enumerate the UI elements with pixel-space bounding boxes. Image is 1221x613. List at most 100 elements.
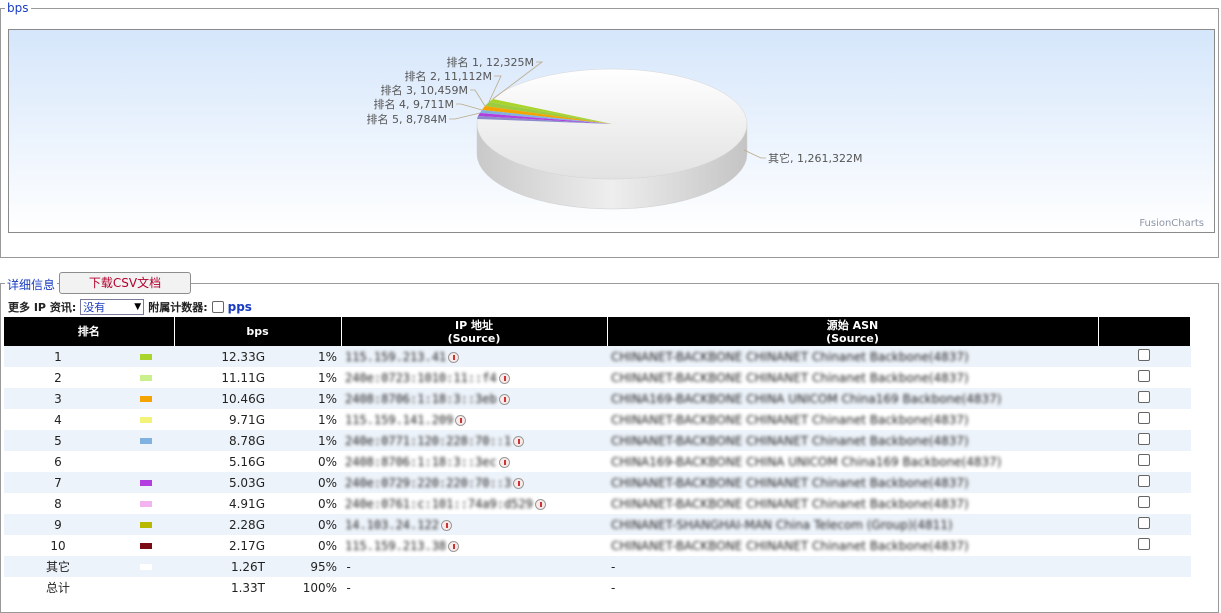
ip-address-link[interactable]: 240e:0729:220:220:70::3 xyxy=(345,475,512,490)
bps-value: 11.11G xyxy=(174,367,269,388)
rank-cell: 8 xyxy=(4,493,112,514)
row-checkbox[interactable] xyxy=(1138,496,1151,508)
pie-connectors xyxy=(449,61,766,159)
rank-cell: 4 xyxy=(4,409,112,430)
pie-label-4: 排名 4, 9,711M xyxy=(374,97,454,111)
select-cell xyxy=(1098,556,1191,577)
ip-address-link[interactable]: 14.103.24.122 xyxy=(345,517,439,532)
row-checkbox[interactable] xyxy=(1138,517,1151,529)
asn-cell: CHINANET-BACKBONE CHINANET Chinanet Back… xyxy=(607,493,1098,514)
info-pin-icon[interactable] xyxy=(513,435,525,447)
bps-percent: 0% xyxy=(269,493,341,514)
header-asn[interactable]: 源始 ASN (Source) xyxy=(607,317,1099,346)
swatch-cell xyxy=(112,535,174,556)
bps-percent: 1% xyxy=(269,430,341,451)
bps-value: 9.71G xyxy=(174,409,269,430)
color-swatch xyxy=(140,354,152,360)
bps-percent: 1% xyxy=(269,409,341,430)
info-pin-icon[interactable] xyxy=(440,519,452,531)
info-pin-icon[interactable] xyxy=(448,351,460,363)
pie-slice-rank-5[interactable] xyxy=(478,113,612,124)
more-ip-select[interactable]: 没有 ▼ xyxy=(80,299,145,315)
pie-label-other: 其它, 1,261,322M xyxy=(768,151,862,165)
select-cell xyxy=(1098,514,1191,535)
bps-value: 5.03G xyxy=(174,472,269,493)
bps-value: 1.33T xyxy=(174,577,269,598)
header-asn-line2: (Source) xyxy=(826,331,879,345)
header-select xyxy=(1098,317,1191,346)
select-cell xyxy=(1098,451,1191,472)
swatch-cell xyxy=(112,367,174,388)
color-swatch xyxy=(140,543,152,549)
header-asn-line1: 源始 ASN xyxy=(826,318,879,332)
rank-cell: 10 xyxy=(4,535,112,556)
asn-text: CHINA169-BACKBONE CHINA UNICOM China169 … xyxy=(611,454,1002,469)
pie-slice-rank-3[interactable] xyxy=(482,106,612,124)
rank-cell: 总计 xyxy=(4,577,112,598)
color-swatch xyxy=(140,564,152,570)
info-pin-icon[interactable] xyxy=(448,540,460,552)
asn-text: CHINA169-BACKBONE CHINA UNICOM China169 … xyxy=(611,391,1002,406)
total-row: 总计 1.33T 100% - - xyxy=(4,577,1191,598)
row-checkbox[interactable] xyxy=(1138,475,1151,487)
table-row: 9 2.28G 0% 14.103.24.122 CHINANET-SHANGHAI-M… xyxy=(4,514,1191,535)
ip-cell: 240e:0761:c:101::74a9:d529 xyxy=(341,493,607,514)
info-pin-icon[interactable] xyxy=(534,498,546,510)
swatch-cell xyxy=(112,514,174,535)
asn-cell: CHINA169-BACKBONE CHINA UNICOM China169 … xyxy=(607,451,1098,472)
header-ip[interactable]: IP 地址 (Source) xyxy=(341,317,608,346)
asn-text: CHINANET-BACKBONE CHINANET Chinanet Back… xyxy=(611,475,969,490)
pie-slice-rank-1[interactable] xyxy=(489,99,612,124)
bps-percent: 95% xyxy=(269,556,341,577)
asn-cell: CHINA169-BACKBONE CHINA UNICOM China169 … xyxy=(607,388,1098,409)
ip-cell: 115.159.213.38 xyxy=(341,535,607,556)
select-cell xyxy=(1098,535,1191,556)
ip-address-link[interactable]: 240e:0761:c:101::74a9:d529 xyxy=(345,496,533,511)
color-swatch xyxy=(140,501,152,507)
swatch-cell xyxy=(112,493,174,514)
row-checkbox[interactable] xyxy=(1138,454,1151,466)
swatch-cell xyxy=(112,472,174,493)
pie-slice-rank-2[interactable] xyxy=(485,102,612,124)
row-checkbox[interactable] xyxy=(1138,538,1151,550)
row-checkbox[interactable] xyxy=(1138,433,1151,445)
info-pin-icon[interactable] xyxy=(513,477,525,489)
table-body: 1 12.33G 1% 115.159.213.41 CHINANET-BACKBONE… xyxy=(4,346,1191,598)
asn-text: CHINANET-BACKBONE CHINANET Chinanet Back… xyxy=(611,370,969,385)
ip-address-link[interactable]: 240e:0723:1010:11::f4 xyxy=(345,370,497,385)
pie-slice-small[interactable] xyxy=(477,116,612,124)
bps-value: 1.26T xyxy=(174,556,269,577)
info-pin-icon[interactable] xyxy=(498,456,510,468)
asn-cell: CHINANET-BACKBONE CHINANET Chinanet Back… xyxy=(607,430,1098,451)
asn-text: CHINANET-SHANGHAI-MAN China Telecom (Gro… xyxy=(611,517,953,532)
ip-cell: - xyxy=(341,577,607,598)
row-checkbox[interactable] xyxy=(1138,349,1151,361)
header-rank[interactable]: 排名 xyxy=(4,317,175,346)
header-bps[interactable]: bps xyxy=(174,317,342,346)
table-row: 8 4.91G 0% 240e:0761:c:101::74a9:d529 CHINAN… xyxy=(4,493,1191,514)
bps-legend: bps xyxy=(5,1,31,15)
row-checkbox[interactable] xyxy=(1138,370,1151,382)
select-cell xyxy=(1098,388,1191,409)
row-checkbox[interactable] xyxy=(1138,391,1151,403)
ip-address-link[interactable]: 2408:8706:1:18:3::3ec xyxy=(345,454,497,469)
asn-cell: CHINANET-BACKBONE CHINANET Chinanet Back… xyxy=(607,472,1098,493)
info-pin-icon[interactable] xyxy=(455,414,467,426)
ip-cell: - xyxy=(341,556,607,577)
row-checkbox[interactable] xyxy=(1138,412,1151,424)
rank-cell: 5 xyxy=(4,430,112,451)
ip-address-link[interactable]: 240e:0771:120:228:70::1 xyxy=(345,433,512,448)
ip-address-link[interactable]: 115.159.213.41 xyxy=(345,349,447,364)
bps-value: 10.46G xyxy=(174,388,269,409)
ip-address-link[interactable]: 115.159.213.38 xyxy=(345,538,447,553)
ip-address-link[interactable]: 115.159.141.209 xyxy=(345,412,454,427)
info-pin-icon[interactable] xyxy=(498,393,510,405)
ip-address-link[interactable]: 2408:8706:1:18:3::3eb xyxy=(345,391,497,406)
pie-slice-rank-4[interactable] xyxy=(480,110,612,124)
info-pin-icon[interactable] xyxy=(498,372,510,384)
options-row: 更多 IP 资讯: 没有 ▼ 附属计数器: pps xyxy=(8,298,252,316)
asn-cell: CHINANET-BACKBONE CHINANET Chinanet Back… xyxy=(607,409,1098,430)
download-csv-button[interactable]: 下载CSV文档 xyxy=(59,272,191,294)
more-ip-label: 更多 IP 资讯: xyxy=(8,301,77,314)
pps-checkbox[interactable] xyxy=(211,301,224,313)
